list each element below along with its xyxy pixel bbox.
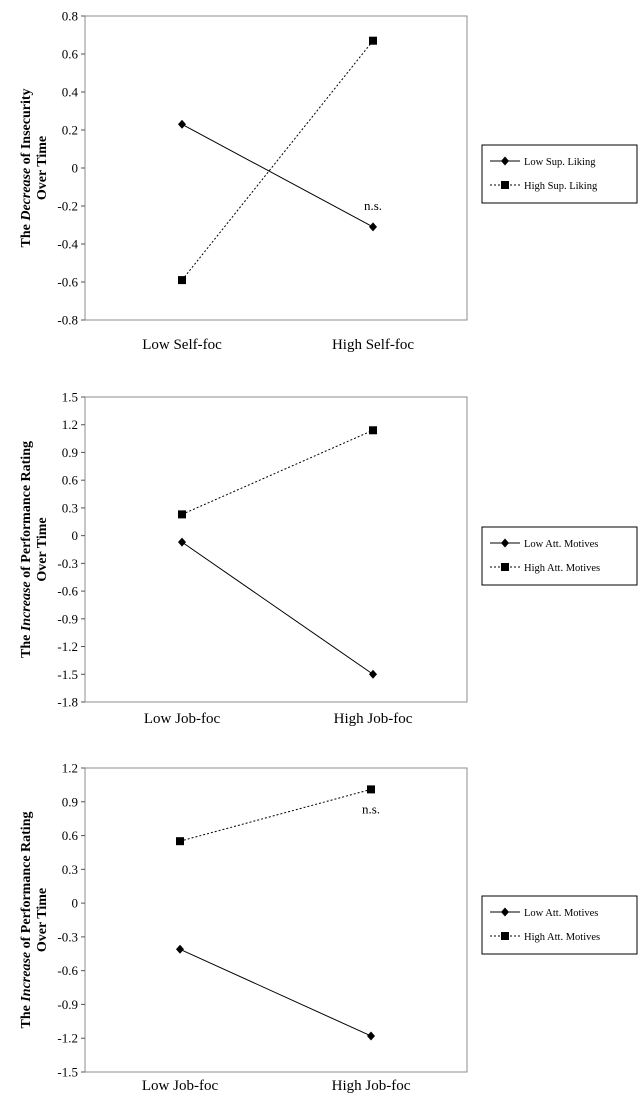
y-tick-label: 1.5 (62, 390, 78, 405)
series-line-1 (182, 542, 373, 674)
y-tick-label: 0.4 (62, 85, 79, 100)
data-point-2-1 (178, 510, 186, 518)
x-category-label: Low Job-foc (144, 711, 221, 727)
data-point-1-1 (178, 120, 186, 129)
y-tick-label: 1.2 (62, 417, 78, 432)
series-line-2 (182, 41, 373, 280)
chart-2: 1.5 1.2 0.9 0.6 0.3 0 -0.3 -0.6 -0.9 -1.2 -1.5 -1.8… (19, 390, 637, 728)
plot-area-frame (85, 768, 467, 1072)
y-tick-label: -1.2 (57, 639, 78, 654)
y-tick-label: 0.6 (62, 47, 79, 62)
y-tick-label: 1.2 (62, 761, 78, 776)
data-point-2-1 (178, 276, 186, 284)
y-axis-label: The Increase of Performance Rating (19, 441, 34, 658)
legend-box (482, 527, 637, 585)
plot-area-frame (85, 16, 467, 320)
y-tick-label: 0 (72, 161, 79, 176)
data-point-1-2 (367, 1031, 375, 1040)
y-tick-label: -0.6 (57, 963, 78, 978)
legend-label-1: Low Sup. Liking (524, 157, 596, 168)
y-tick-label: -0.9 (57, 611, 78, 626)
y-tick-label: 0.6 (62, 828, 79, 843)
x-category-label: High Self-foc (332, 337, 414, 353)
y-tick-label: 0.9 (62, 794, 78, 809)
y-tick-label: -0.8 (57, 313, 78, 328)
chart-3: 1.2 0.9 0.6 0.3 0 -0.3 -0.6 -0.9 -1.2 -1.5 Low Job… (19, 761, 637, 1095)
y-tick-label: 0.2 (62, 123, 78, 138)
legend: Low Att. Motives High Att. Motives (482, 896, 637, 954)
legend-label-2: High Sup. Liking (524, 181, 598, 192)
legend-marker-2 (501, 181, 509, 189)
legend-marker-2 (501, 563, 509, 571)
y-tick-label: 0 (72, 896, 79, 911)
y-tick-label: -1.8 (57, 695, 78, 710)
y-tick-label: -1.2 (57, 1031, 78, 1046)
data-point-2-2 (369, 37, 377, 45)
data-point-2-2 (369, 426, 377, 434)
y-tick-label: 0.8 (62, 9, 78, 24)
data-point-1-2 (369, 222, 377, 231)
y-axis-label-line2: Over Time (35, 888, 50, 952)
y-axis-label-line2: Over Time (35, 517, 50, 581)
y-tick-label: 0.3 (62, 500, 78, 515)
series-line-2 (180, 789, 371, 841)
y-axis-label-line2: Over Time (35, 136, 50, 200)
plot-area-frame (85, 397, 467, 702)
legend-label-2: High Att. Motives (524, 563, 600, 574)
y-tick-label: -0.6 (57, 584, 78, 599)
x-category-label: Low Job-foc (142, 1078, 219, 1094)
data-point-2-1 (176, 837, 184, 845)
data-point-2-2 (367, 785, 375, 793)
y-tick-label: -1.5 (57, 1065, 78, 1080)
data-point-1-1 (178, 538, 186, 547)
y-tick-label: -0.3 (57, 929, 78, 944)
y-tick-label: -1.5 (57, 667, 78, 682)
legend-marker-2 (501, 932, 509, 940)
x-category-label: Low Self-foc (142, 337, 222, 353)
series-line-1 (182, 124, 373, 227)
y-tick-label: 0.9 (62, 445, 78, 460)
data-point-1-1 (176, 945, 184, 954)
x-category-label: High Job-foc (334, 711, 413, 727)
annotation-ns: n.s. (364, 198, 382, 213)
legend: Low Sup. Liking High Sup. Liking (482, 145, 637, 203)
y-tick-label: 0 (72, 528, 79, 543)
x-category-label: High Job-foc (332, 1078, 411, 1094)
y-tick-label: -0.4 (57, 237, 78, 252)
series-line-2 (182, 430, 373, 514)
y-tick-label: 0.6 (62, 473, 79, 488)
data-point-1-2 (369, 670, 377, 679)
legend: Low Att. Motives High Att. Motives (482, 527, 637, 585)
y-tick-label: -0.2 (57, 199, 78, 214)
legend-label-2: High Att. Motives (524, 932, 600, 943)
y-tick-label: -0.6 (57, 275, 78, 290)
y-tick-label: 0.3 (62, 862, 78, 877)
y-tick-label: -0.9 (57, 997, 78, 1012)
y-tick-label: -0.3 (57, 556, 78, 571)
legend-box (482, 896, 637, 954)
legend-label-1: Low Att. Motives (524, 908, 598, 919)
y-axis-label: The Decrease of Insecurity (19, 88, 34, 247)
y-axis-label: The Increase of Performance Rating (19, 812, 34, 1029)
legend-label-1: Low Att. Motives (524, 539, 598, 550)
series-line-1 (180, 949, 371, 1036)
annotation-ns: n.s. (362, 802, 380, 817)
legend-box (482, 145, 637, 203)
chart-1: 0.8 0.6 0.4 0.2 0 -0.2 -0.4 -0.6 -0.8 Low Self-fo… (19, 9, 637, 354)
